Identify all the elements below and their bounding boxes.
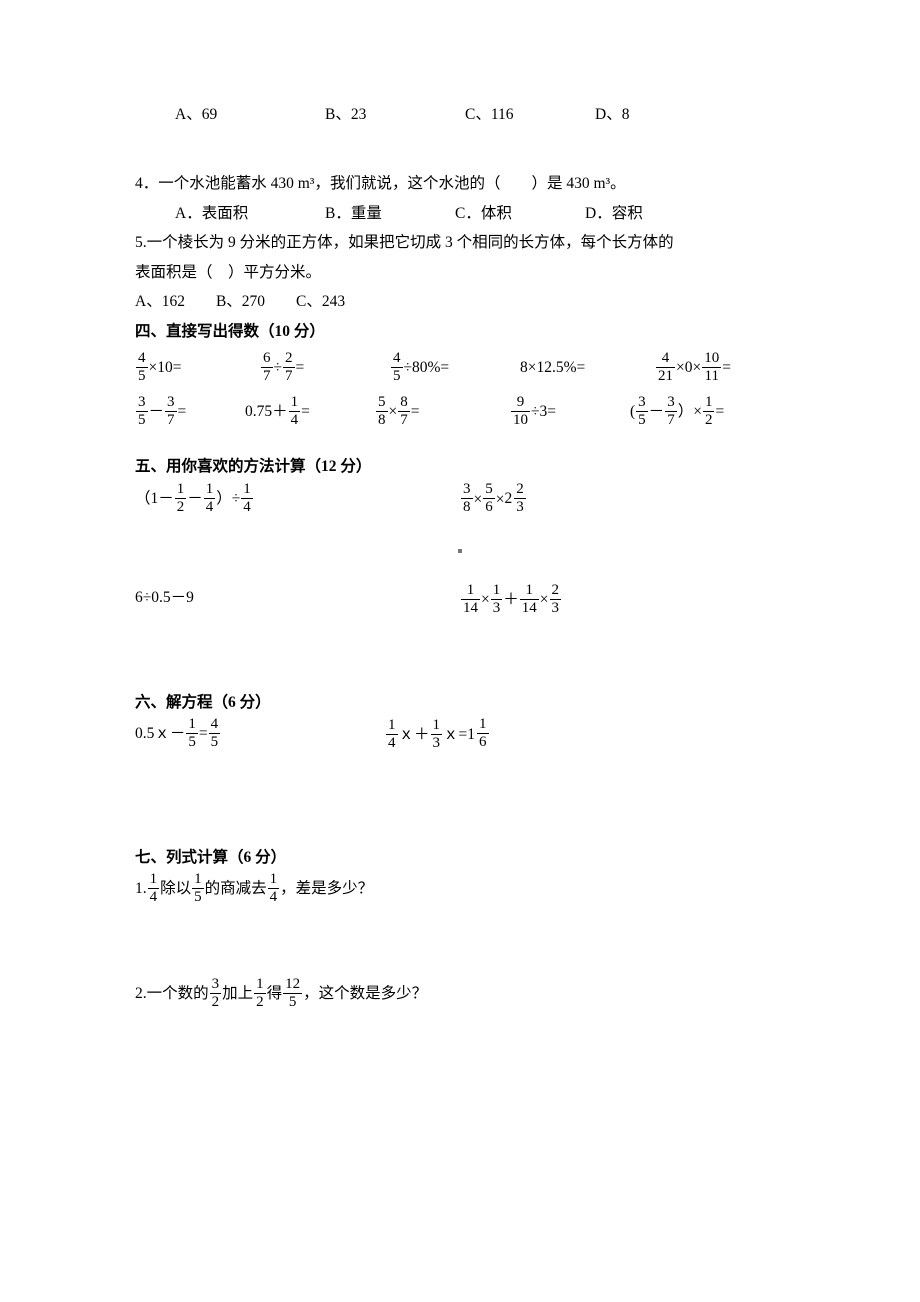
q4-options-row: A．表面积 B．重量 C．体积 D．容积 [135,199,785,228]
sec4-r2-c5: (35－37）×12= [630,395,724,430]
q4-option-a: A．表面积 [175,199,325,228]
sec4-r1-c2: 67÷27= [260,351,390,386]
sec4-r2-c4: 910÷3= [510,395,630,430]
section-7-title: 七、列式计算（6 分） [135,843,785,872]
sec4-r2-c3: 58×87= [375,395,510,430]
sec4-row2: 35－37= 0.75＋14= 58×87= 910÷3= (35－37）×12… [135,390,785,434]
q4-text: 4．一个水池能蓄水 430 m³，我们就说，这个水池的（ ）是 430 m³。 [135,169,785,198]
q3-option-c: C、116 [465,100,595,129]
q4-option-c: C．体积 [455,199,585,228]
sec7-q1: 1.14除以15的商减去14，差是多少？ [135,872,785,907]
sec7-q2: 2.一个数的32加上12得125，这个数是多少？ [135,977,785,1012]
sec4-row1: 45×10= 67÷27= 45÷80%= 8×12.5%= 421×0×101… [135,346,785,390]
sec5-row2: 6÷0.5－9 114×13＋114×23 [135,583,785,618]
sec5-row1: （1－12－14）÷14 38×56×223 [135,482,785,518]
q5-line2: 表面积是（ ）平方分米。 [135,258,785,287]
sec5-e1: （1－12－14）÷14 [135,482,460,518]
sec6-e1: 0.5ｘ－15=45 [135,717,385,753]
section-4-title: 四、直接写出得数（10 分） [135,317,785,346]
sec4-r1-c4: 8×12.5%= [520,353,655,382]
sec4-r2-c2: 0.75＋14= [245,395,375,430]
sec6-row: 0.5ｘ－15=45 14ｘ＋13ｘ=116 [135,717,785,753]
tiny-marker [135,535,785,564]
section-6-title: 六、解方程（6 分） [135,688,785,717]
q3-option-d: D、8 [595,100,629,129]
q4-option-d: D．容积 [585,199,643,228]
q3-option-a: A、69 [175,100,325,129]
q3-option-b: B、23 [325,100,465,129]
square-icon [458,549,462,553]
sec6-e2: 14ｘ＋13ｘ=116 [385,717,785,753]
sec4-r1-c1: 45×10= [135,351,260,386]
sec5-e4: 114×13＋114×23 [460,583,785,618]
exam-page: A、69 B、23 C、116 D、8 4．一个水池能蓄水 430 m³，我们就… [0,0,920,1072]
sec4-r1-c3: 45÷80%= [390,351,520,386]
sec5-e3: 6÷0.5－9 [135,583,460,618]
section-5-title: 五、用你喜欢的方法计算（12 分） [135,452,785,481]
sec4-r1-c5: 421×0×1011= [655,351,731,386]
sec4-r2-c1: 35－37= [135,395,245,430]
q5-line1: 5.一个棱长为 9 分米的正方体，如果把它切成 3 个相同的长方体，每个长方体的 [135,228,785,257]
q4-option-b: B．重量 [325,199,455,228]
q5-options: A、162 B、270 C、243 [135,287,785,316]
sec5-e2: 38×56×223 [460,482,785,518]
q3-options-row: A、69 B、23 C、116 D、8 [135,100,785,129]
